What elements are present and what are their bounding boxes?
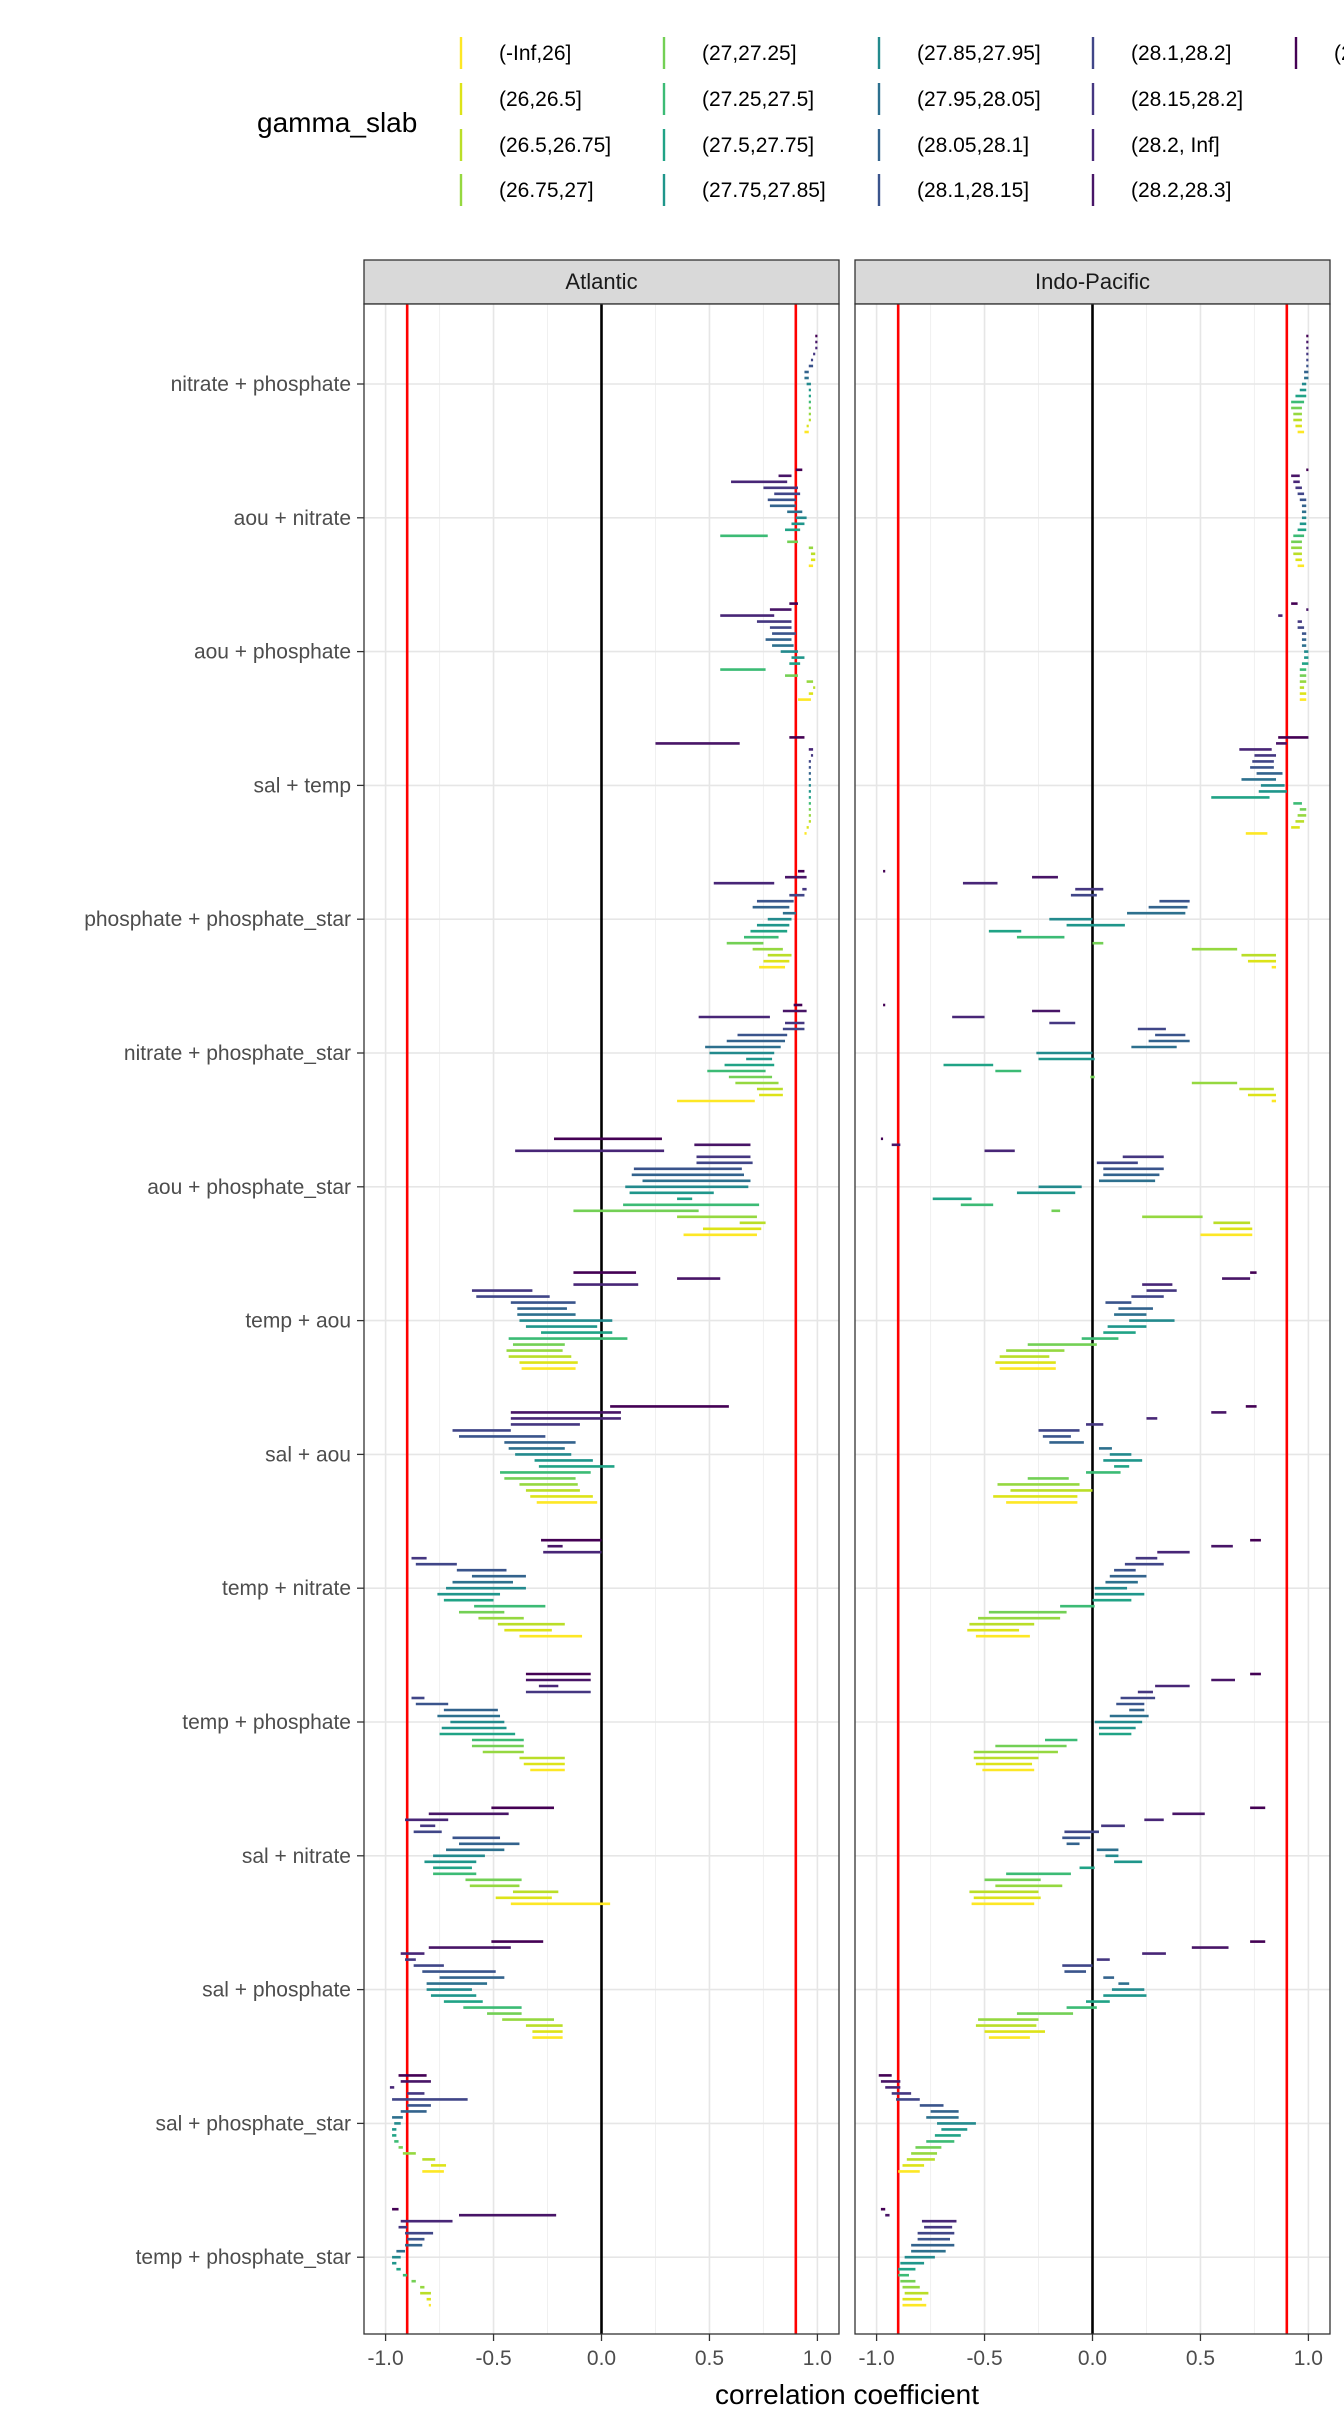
x-tick-label: 0.5 [695, 2347, 724, 2370]
y-axis: nitrate + phosphate aou + nitrate aou + ph… [84, 373, 364, 2269]
legend-item-27-75-27-85: (27.75,27.85] [662, 174, 826, 206]
legend-label: (27.95,28.05] [917, 88, 1041, 111]
legend-item-28-1-28-15: (28.1,28.15] [877, 174, 1029, 206]
y-tick-label: aou + phosphate_star [147, 1176, 351, 1199]
x-tick-label: -1.0 [367, 2347, 403, 2370]
panel-body-indo-pacific: -1.0 -0.5 0.0 0.5 1.0 [854, 303, 1331, 2370]
legend-label: (28.05,28.1] [917, 134, 1029, 157]
legend-label: (27.25,27.5] [702, 88, 814, 111]
y-tick-label: sal + phosphate_star [155, 2112, 351, 2135]
x-tick-label: -1.0 [858, 2347, 894, 2370]
legend-item-28-05-28-1: (28.05,28.1] [877, 129, 1029, 161]
legend-label: (28.2,28.3] [1131, 179, 1231, 202]
legend-label: (27.5,27.75] [702, 134, 814, 157]
legend-label: (26.5,26.75] [499, 134, 611, 157]
x-tick-label: 0.0 [587, 2347, 616, 2370]
x-tick-label: -0.5 [475, 2347, 511, 2370]
y-tick-label: aou + phosphate [194, 641, 351, 664]
legend-item-28-2-inf: (28.2, Inf] [1091, 129, 1220, 161]
legend-item-28-1-28-2: (28.1,28.2] [1091, 37, 1231, 69]
legend-item-28-2-28-3: (28.2,28.3] [1091, 174, 1231, 206]
y-tick-label: phosphate + phosphate_star [84, 908, 351, 931]
legend-item-27-25-27-5: (27.25,27.5] [662, 83, 814, 115]
panel-indo-pacific: Indo-Pacific [854, 259, 1331, 305]
legend-label: (27.85,27.95] [917, 42, 1041, 65]
legend: gamma_slab (-Inf,26] (26,26.5] (26.5,26.75… [257, 37, 1344, 206]
legend-label: (2 [1334, 42, 1344, 65]
legend-item-27-85-27-95: (27.85,27.95] [877, 37, 1041, 69]
y-tick-label: sal + nitrate [242, 1845, 351, 1868]
legend-label: (28.1,28.2] [1131, 42, 1231, 65]
x-tick-label: -0.5 [966, 2347, 1002, 2370]
y-tick-label: temp + aou [245, 1310, 351, 1333]
legend-label: (26,26.5] [499, 88, 582, 111]
legend-item-28-15-28-2: (28.15,28.2] [1091, 83, 1243, 115]
x-axis-title: correlation coefficient [715, 2379, 979, 2410]
x-tick-label: 1.0 [1294, 2347, 1323, 2370]
legend-label: (28.2, Inf] [1131, 134, 1220, 157]
panel-atlantic: Atlantic [363, 259, 840, 305]
legend-label: (28.15,28.2] [1131, 88, 1243, 111]
legend-item-inf-26: (-Inf,26] [459, 37, 571, 69]
strip-atlantic [363, 259, 840, 305]
x-tick-label: 0.0 [1078, 2347, 1107, 2370]
legend-item-27-27-25: (27,27.25] [662, 37, 797, 69]
strip-label-indo-pacific: Indo-Pacific [1035, 269, 1150, 294]
legend-item-27-5-27-75: (27.5,27.75] [662, 129, 814, 161]
y-tick-label: sal + aou [265, 1443, 351, 1466]
strip-indo-pacific [854, 259, 1331, 305]
legend-item-2: (2 [1294, 37, 1344, 69]
x-tick-label: 1.0 [803, 2347, 832, 2370]
y-tick-label: nitrate + phosphate [171, 373, 351, 396]
legend-item-26-26-5: (26,26.5] [459, 83, 582, 115]
legend-label: (-Inf,26] [499, 42, 571, 65]
x-tick-label: 0.5 [1186, 2347, 1215, 2370]
y-tick-label: temp + phosphate [182, 1711, 351, 1734]
y-tick-label: temp + phosphate_star [136, 2246, 351, 2269]
panel-body-atlantic: -1.0 -0.5 0.0 0.5 1.0 [363, 303, 840, 2370]
legend-label: (28.1,28.15] [917, 179, 1029, 202]
legend-item-27-95-28-05: (27.95,28.05] [877, 83, 1041, 115]
legend-item-26-5-26-75: (26.5,26.75] [459, 129, 611, 161]
legend-items: (-Inf,26] (26,26.5] (26.5,26.75] (26.75,27]… [459, 37, 1344, 206]
strip-label-atlantic: Atlantic [565, 269, 637, 294]
y-tick-label: aou + nitrate [234, 507, 351, 530]
y-tick-label: temp + nitrate [222, 1577, 351, 1600]
legend-title: gamma_slab [257, 107, 417, 138]
y-tick-label: sal + phosphate [202, 1979, 351, 2002]
y-tick-label: nitrate + phosphate_star [124, 1042, 351, 1065]
legend-label: (27.75,27.85] [702, 179, 826, 202]
legend-item-26-75-27: (26.75,27] [459, 174, 594, 206]
legend-label: (27,27.25] [702, 42, 797, 65]
plot-layer: -1.0 -0.5 0.0 0.5 1.0 -1.0 -0.5 0.0 0.5 1.0 nitrat… [84, 303, 1331, 2370]
legend-label: (26.75,27] [499, 179, 594, 202]
y-tick-label: sal + temp [254, 774, 351, 797]
